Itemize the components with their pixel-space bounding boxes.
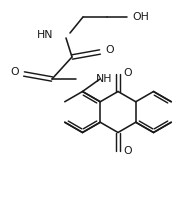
- Text: O: O: [106, 45, 114, 55]
- Text: OH: OH: [132, 12, 150, 22]
- Text: O: O: [11, 67, 19, 77]
- Text: O: O: [124, 146, 132, 156]
- Text: HN: HN: [36, 30, 53, 40]
- Text: O: O: [124, 69, 132, 79]
- Text: NH: NH: [96, 74, 113, 84]
